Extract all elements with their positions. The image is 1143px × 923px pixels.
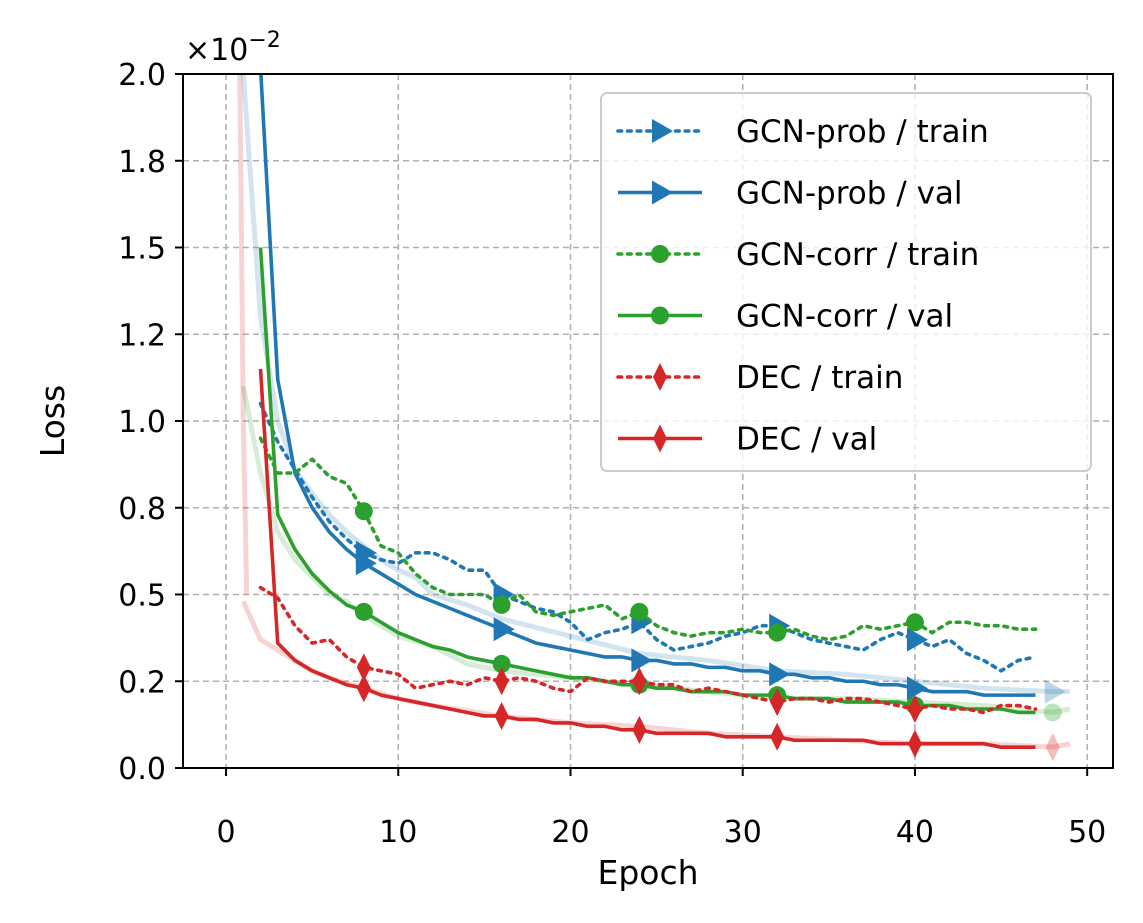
legend-label: GCN-prob / train	[736, 114, 989, 150]
legend-label: DEC / val	[736, 422, 877, 458]
legend-label: GCN-prob / val	[736, 176, 963, 212]
y-scale-base: ×10	[185, 33, 248, 68]
data-point-marker	[770, 722, 785, 751]
data-point-marker	[907, 729, 922, 758]
data-point-marker	[354, 602, 373, 621]
data-point-marker	[769, 662, 791, 687]
y-scale-multiplier: ×10−2	[185, 28, 281, 68]
y-tick-label: 0.0	[118, 752, 166, 787]
legend-box	[600, 92, 1092, 472]
legend-marker	[651, 306, 669, 325]
data-point-marker	[492, 595, 511, 614]
data-point-marker	[493, 617, 515, 642]
legend-entry: GCN-prob / train	[616, 114, 989, 150]
legend-entry: GCN-corr / val	[618, 299, 953, 335]
series-line	[258, 585, 1038, 715]
series-4	[258, 585, 1038, 724]
faded-end-marker	[1044, 679, 1066, 704]
y-axis-label: Loss	[33, 385, 72, 457]
x-tick-label: 30	[724, 815, 762, 850]
data-point-marker	[905, 613, 924, 632]
data-point-marker	[632, 667, 647, 696]
y-tick-label: 1.8	[118, 145, 166, 180]
x-tick-label: 0	[217, 815, 236, 850]
data-point-marker	[632, 715, 647, 744]
data-point-marker	[494, 667, 509, 696]
series-group	[258, 74, 1038, 758]
series-2	[258, 436, 1038, 642]
data-point-marker	[630, 602, 649, 621]
series-5	[258, 368, 1036, 758]
x-axis-label: Epoch	[597, 853, 698, 892]
data-point-marker	[768, 623, 787, 642]
data-point-marker	[356, 674, 371, 703]
series-line	[258, 401, 1038, 673]
legend-label: GCN-corr / val	[736, 299, 953, 335]
legend-marker	[652, 119, 673, 143]
legend-marker	[651, 245, 669, 263]
series-1	[259, 74, 1036, 701]
data-point-marker	[355, 551, 377, 576]
y-tick-label: 1.5	[118, 232, 166, 267]
faded-line	[237, 74, 250, 595]
y-axis-ticks: 0.0 0.2 0.5 0.8 1.0 1.2 1.5 1.8 2.0	[118, 58, 183, 787]
y-tick-label: 0.5	[118, 579, 166, 614]
data-point-marker	[494, 701, 509, 730]
faded-end-marker	[1043, 703, 1062, 722]
faded-line	[240, 74, 1070, 695]
legend-marker	[653, 363, 667, 391]
legend-entry: DEC / train	[616, 360, 903, 396]
legend: GCN-prob / train GCN-prob / val GCN-corr /…	[600, 92, 1092, 472]
y-scale-exponent: −2	[248, 28, 280, 53]
data-point-marker	[356, 653, 371, 682]
legend-entry: GCN-prob / val	[618, 176, 963, 212]
x-tick-label: 40	[896, 815, 934, 850]
x-tick-label: 20	[551, 815, 589, 850]
x-tick-label: 10	[379, 815, 417, 850]
legend-label: GCN-corr / train	[736, 237, 979, 273]
data-point-marker	[770, 688, 785, 717]
data-point-marker	[354, 502, 373, 521]
y-tick-label: 2.0	[118, 58, 166, 93]
legend-entry: DEC / val	[618, 422, 877, 458]
y-tick-label: 1.0	[118, 405, 166, 440]
faded-end-marker	[1045, 733, 1060, 762]
series-line	[258, 368, 1036, 749]
data-point-marker	[492, 654, 511, 673]
legend-marker	[652, 180, 673, 205]
data-point-marker	[906, 676, 928, 701]
legend-label: DEC / train	[736, 360, 903, 396]
data-point-marker	[631, 648, 653, 673]
x-tick-label: 50	[1068, 815, 1106, 850]
y-tick-label: 1.2	[118, 318, 166, 353]
legend-entry: GCN-corr / train	[616, 237, 979, 273]
y-tick-label: 0.8	[118, 492, 166, 527]
y-tick-label: 0.2	[118, 665, 166, 700]
legend-marker	[653, 424, 667, 453]
x-axis-ticks: 0 10 20 30 40 50	[217, 768, 1106, 850]
data-point-marker	[907, 695, 922, 724]
data-point-marker	[906, 627, 928, 652]
